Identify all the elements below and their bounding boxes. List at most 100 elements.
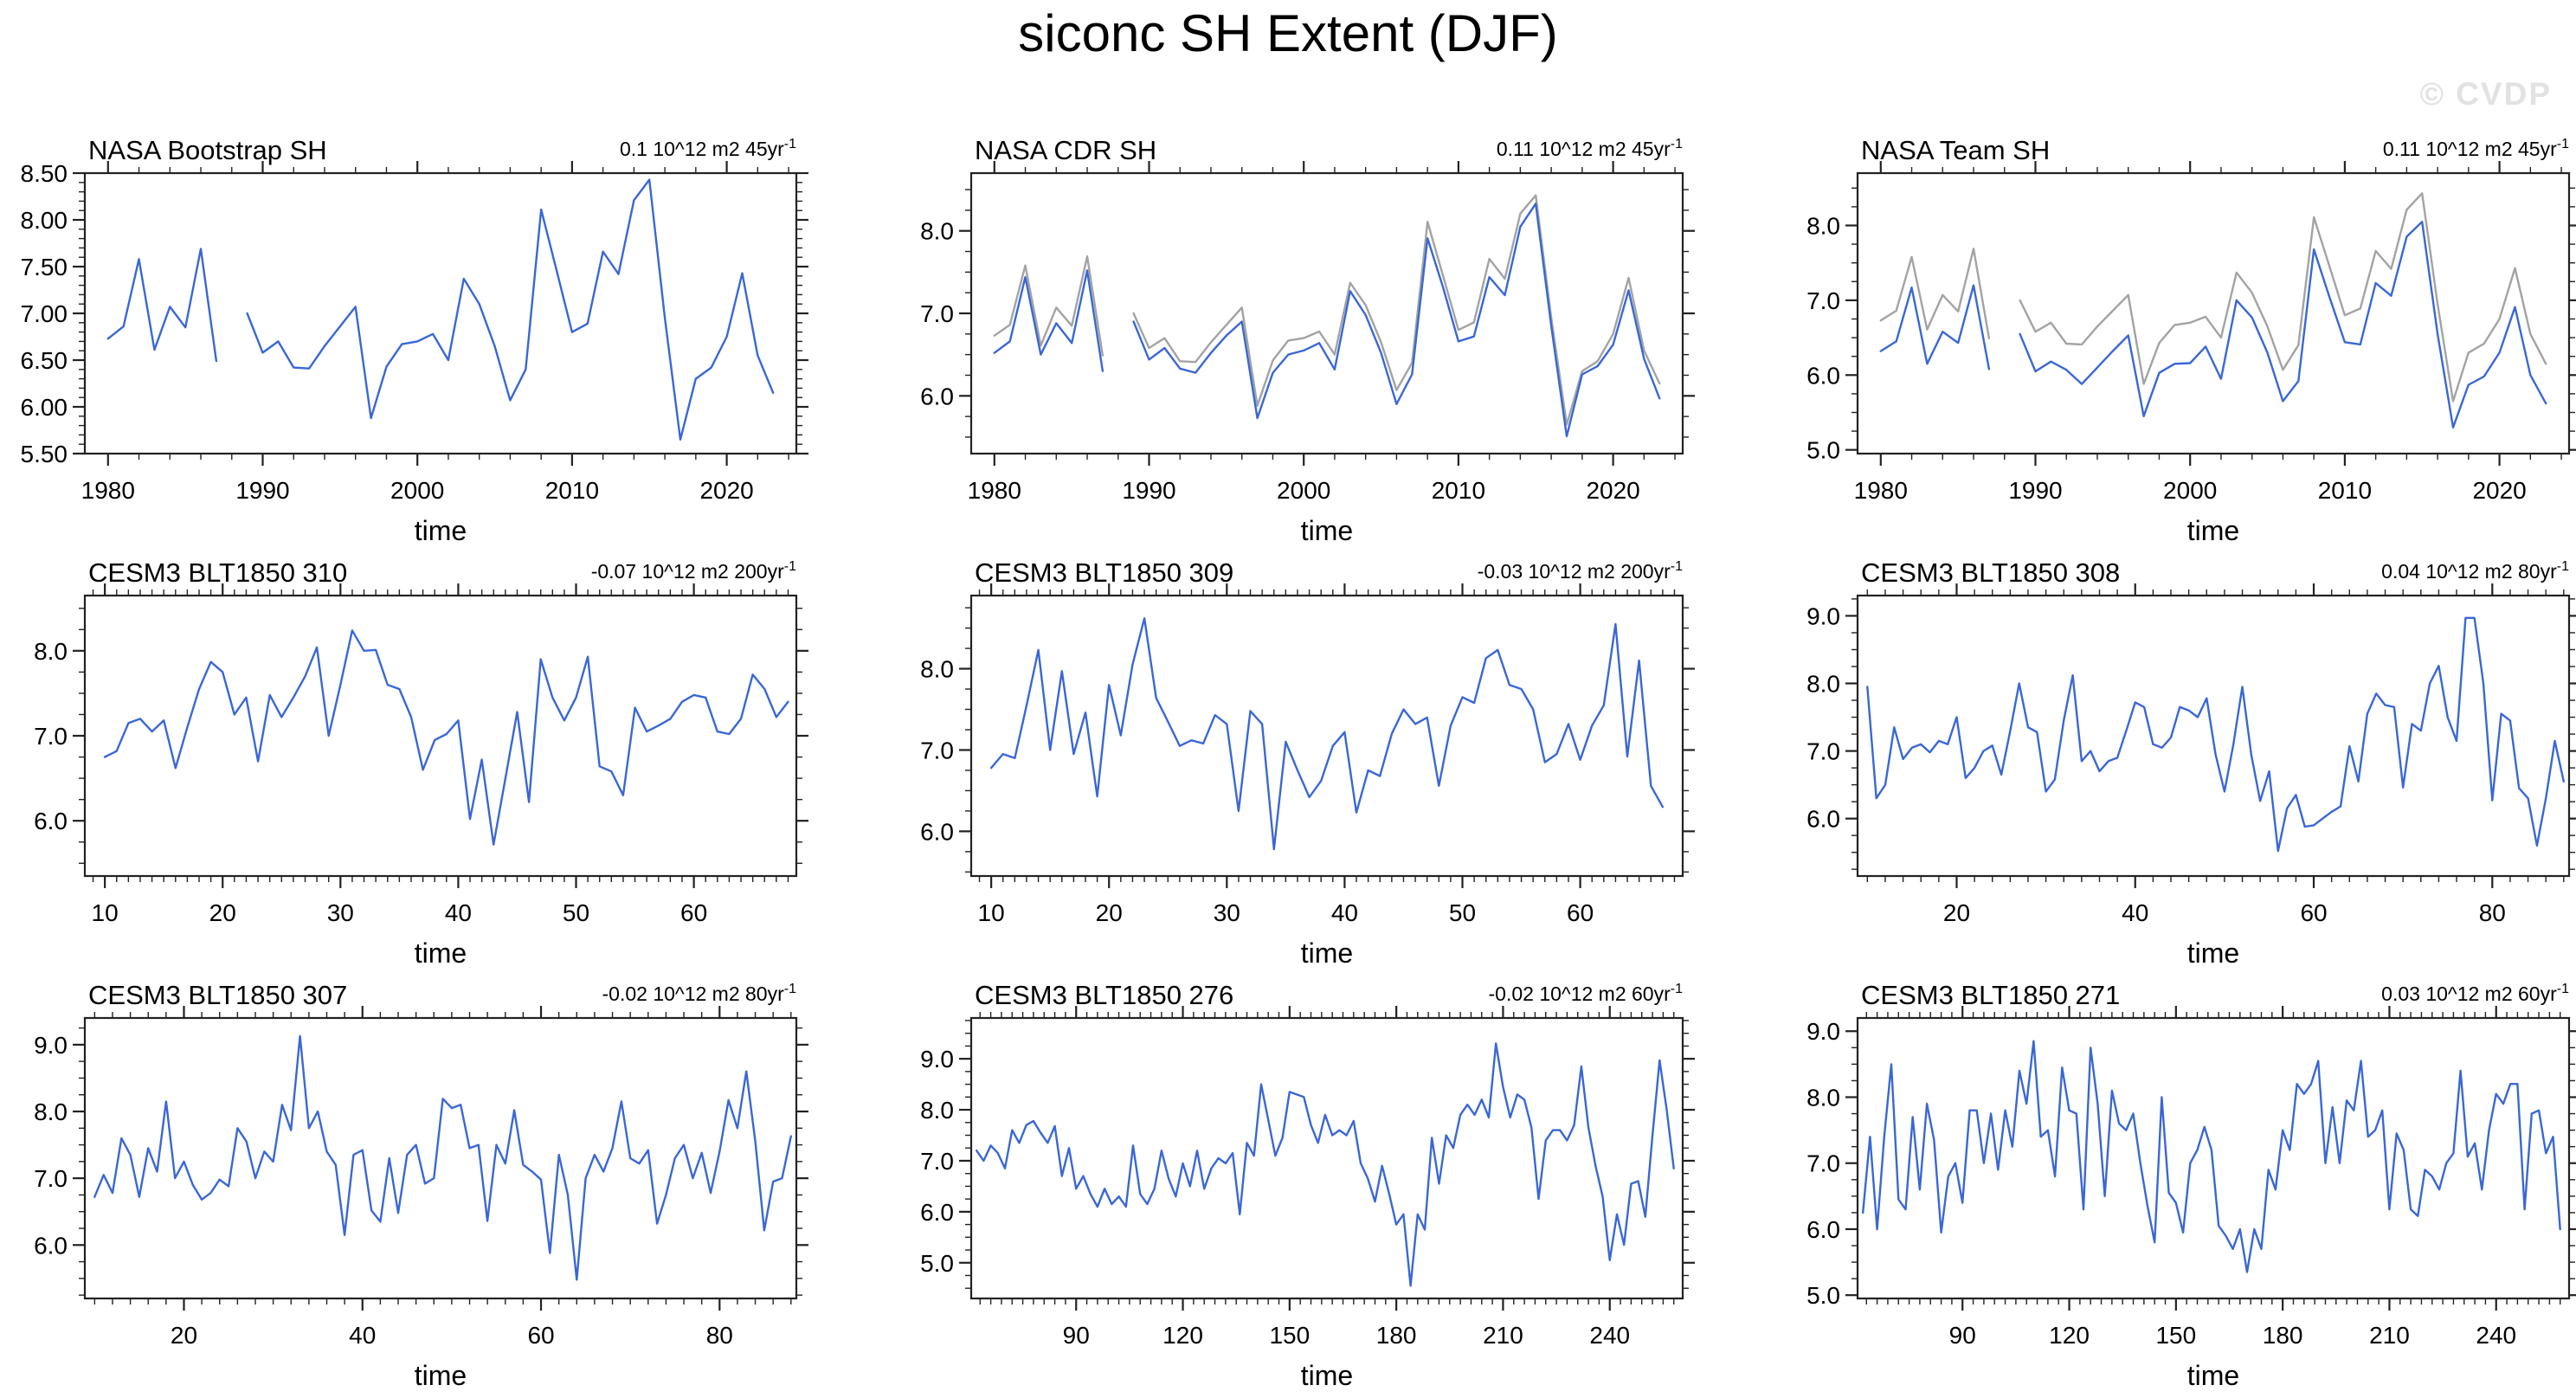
y-tick-label: 6.0 bbox=[34, 808, 68, 834]
x-tick-label: 120 bbox=[2049, 1322, 2090, 1349]
trend-annotation: -0.02 10^12 m2 80yr-1 bbox=[602, 982, 797, 1005]
x-tick-label: 60 bbox=[1567, 899, 1594, 926]
plot-frame bbox=[969, 594, 1684, 878]
x-axis-label: time bbox=[1301, 515, 1353, 545]
y-tick-label: 8.0 bbox=[1806, 212, 1840, 239]
trend-annotation: -0.02 10^12 m2 60yr-1 bbox=[1489, 982, 1684, 1005]
panel-cesm3-blt1850-307: 20 40 60 80 6.0 7.0 8.0 9.0 CESM3 BLT1850 307 -0.… bbox=[34, 980, 808, 1390]
y-tick-label: 9.0 bbox=[1806, 602, 1840, 629]
panel-nasa-bootstrap-sh: 1980 1990 2000 2010 2020 5.50 6.00 6.50 7.00 7.50… bbox=[21, 135, 808, 545]
panel-nasa-cdr-sh: 1980 1990 2000 2010 2020 6.0 7.0 8.0 NASA CDR SH… bbox=[920, 135, 1695, 545]
y-tick-label: 6.0 bbox=[920, 383, 954, 409]
x-tick-label: 20 bbox=[171, 1322, 197, 1349]
y-tick-label: 7.0 bbox=[920, 1148, 954, 1175]
trend-superscript: -1 bbox=[784, 982, 796, 996]
x-tick-label: 80 bbox=[706, 1322, 733, 1349]
data-line-blue bbox=[103, 629, 789, 846]
plot-frame bbox=[83, 1016, 798, 1300]
y-tick-label: 6.0 bbox=[1806, 362, 1840, 389]
cvdp-watermark: © CVDP bbox=[2419, 76, 2552, 112]
panel-title: CESM3 BLT1850 308 bbox=[1861, 557, 2120, 588]
y-tick-label: 6.0 bbox=[920, 1199, 954, 1226]
y-tick-label: 8.0 bbox=[1806, 670, 1840, 697]
x-tick-label: 20 bbox=[1943, 899, 1970, 926]
y-tick-label: 7.00 bbox=[21, 300, 68, 327]
x-tick-label: 20 bbox=[1096, 899, 1123, 926]
y-tick-label: 9.0 bbox=[920, 1046, 954, 1073]
x-axis-label: time bbox=[2187, 1360, 2239, 1390]
panel-cesm3-blt1850-309: 10 20 30 40 50 60 6.0 7.0 8.0 CESM3 BLT1850 309 -0… bbox=[920, 557, 1695, 968]
x-tick-label: 2020 bbox=[699, 477, 753, 504]
y-tick-label: 8.0 bbox=[1806, 1084, 1840, 1111]
y-tick-label: 7.0 bbox=[920, 300, 954, 327]
x-tick-label: 2010 bbox=[545, 477, 599, 504]
x-tick-label: 80 bbox=[2479, 899, 2506, 926]
x-tick-label: 1980 bbox=[81, 477, 135, 504]
data-line-blue bbox=[1879, 221, 2547, 428]
y-tick-label: 6.0 bbox=[1806, 1216, 1840, 1243]
x-tick-label: 180 bbox=[2263, 1322, 2303, 1349]
plot-frame bbox=[1856, 1016, 2571, 1300]
x-tick-label: 10 bbox=[92, 899, 119, 926]
trend-superscript: -1 bbox=[1671, 137, 1683, 151]
y-tick-label: 6.0 bbox=[34, 1232, 68, 1259]
panel-cesm3-blt1850-276: 90 120 150 180 210 240 5.0 6.0 7.0 8.0 9.0 CESM3 BL… bbox=[920, 980, 1695, 1390]
trend-annotation: -0.03 10^12 m2 200yr-1 bbox=[1478, 559, 1683, 583]
y-tick-label: 5.50 bbox=[21, 441, 68, 467]
plot-frame bbox=[1856, 171, 2571, 455]
trend-superscript: -1 bbox=[784, 137, 796, 151]
x-tick-label: 50 bbox=[563, 899, 589, 926]
data-line-gray bbox=[1879, 192, 2547, 403]
y-tick-label: 7.0 bbox=[1806, 287, 1840, 314]
y-tick-label: 8.0 bbox=[34, 1098, 68, 1125]
x-tick-label: 2000 bbox=[1277, 477, 1330, 504]
panel-title: CESM3 BLT1850 310 bbox=[88, 557, 347, 588]
data-line-blue bbox=[993, 203, 1661, 438]
trend-value: 0.03 10^12 m2 60yr bbox=[2381, 982, 2557, 1005]
x-tick-label: 60 bbox=[2300, 899, 2327, 926]
x-tick-label: 2000 bbox=[2163, 477, 2217, 504]
trend-value: 0.04 10^12 m2 80yr bbox=[2381, 560, 2557, 583]
y-tick-label: 8.0 bbox=[920, 656, 954, 683]
panel-title: CESM3 BLT1850 276 bbox=[975, 980, 1233, 1010]
trend-value: -0.02 10^12 m2 80yr bbox=[602, 982, 785, 1005]
panel-cesm3-blt1850-310: 10 20 30 40 50 60 6.0 7.0 8.0 CESM3 BLT1850 310 -0… bbox=[34, 557, 808, 968]
panel-nasa-team-sh: 1980 1990 2000 2010 2020 5.0 6.0 7.0 8.0 NASA Tea… bbox=[1806, 135, 2576, 545]
trend-value: 0.11 10^12 m2 45yr bbox=[2383, 138, 2557, 160]
data-line-blue bbox=[976, 1042, 1675, 1287]
x-tick-label: 90 bbox=[1949, 1322, 1976, 1349]
y-tick-label: 8.0 bbox=[920, 1097, 954, 1124]
trend-superscript: -1 bbox=[784, 559, 796, 574]
trend-superscript: -1 bbox=[2557, 137, 2569, 151]
x-tick-label: 1990 bbox=[235, 477, 289, 504]
x-tick-label: 120 bbox=[1162, 1322, 1203, 1349]
y-tick-label: 6.0 bbox=[1806, 806, 1840, 833]
x-tick-label: 60 bbox=[680, 899, 707, 926]
data-line-blue bbox=[1862, 1040, 2561, 1273]
x-tick-label: 2010 bbox=[1432, 477, 1485, 504]
x-axis-label: time bbox=[415, 1360, 467, 1390]
x-tick-label: 60 bbox=[527, 1322, 554, 1349]
y-tick-label: 9.0 bbox=[34, 1032, 68, 1059]
trend-superscript: -1 bbox=[2557, 559, 2569, 574]
y-tick-label: 8.0 bbox=[920, 218, 954, 245]
y-tick-label: 8.50 bbox=[21, 160, 68, 187]
panel-cesm3-blt1850-271: 90 120 150 180 210 240 5.0 6.0 7.0 8.0 9.0 CESM3 BL… bbox=[1806, 980, 2576, 1390]
x-tick-label: 240 bbox=[1589, 1322, 1630, 1349]
x-axis-label: time bbox=[1301, 937, 1353, 968]
trend-value: 0.11 10^12 m2 45yr bbox=[1497, 138, 1671, 160]
trend-value: 0.1 10^12 m2 45yr bbox=[620, 138, 784, 160]
x-tick-label: 1990 bbox=[1122, 477, 1175, 504]
x-tick-label: 240 bbox=[2476, 1322, 2516, 1349]
y-tick-label: 6.00 bbox=[21, 394, 68, 421]
x-tick-label: 1980 bbox=[968, 477, 1021, 504]
plot-frame bbox=[1856, 594, 2571, 878]
panel-cesm3-blt1850-308: 20 40 60 80 6.0 7.0 8.0 9.0 CESM3 BLT1850 308 0.0… bbox=[1806, 557, 2576, 968]
data-line-blue bbox=[93, 1034, 792, 1281]
trend-annotation: -0.07 10^12 m2 200yr-1 bbox=[591, 559, 796, 583]
x-tick-label: 40 bbox=[2122, 899, 2148, 926]
x-tick-label: 2000 bbox=[390, 477, 444, 504]
x-tick-label: 90 bbox=[1063, 1322, 1090, 1349]
panel-title: NASA Bootstrap SH bbox=[88, 135, 327, 165]
